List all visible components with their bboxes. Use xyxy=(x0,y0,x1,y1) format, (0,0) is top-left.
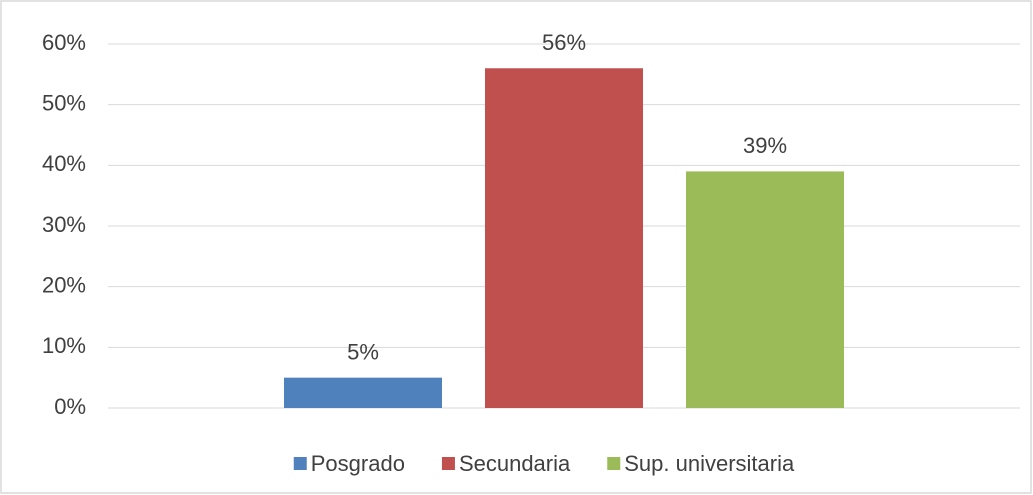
bar xyxy=(284,377,442,408)
y-tick-label: 0% xyxy=(54,394,86,419)
y-tick-label: 40% xyxy=(42,151,86,176)
y-tick-label: 20% xyxy=(42,272,86,297)
bar xyxy=(686,171,844,408)
legend-swatch xyxy=(293,457,307,470)
y-tick-label: 50% xyxy=(42,90,86,115)
y-tick-label: 10% xyxy=(42,333,86,358)
legend-label: Posgrado xyxy=(311,451,405,476)
legend-label: Sup. universitaria xyxy=(624,451,795,476)
bar xyxy=(485,68,643,409)
data-label: 56% xyxy=(542,30,586,55)
legend-swatch xyxy=(607,457,621,470)
y-tick-label: 60% xyxy=(42,30,86,55)
data-label: 5% xyxy=(347,339,379,364)
legend-swatch xyxy=(441,457,455,470)
legend-label: Secundaria xyxy=(459,451,571,476)
y-tick-label: 30% xyxy=(42,212,86,237)
data-label: 39% xyxy=(743,133,787,158)
